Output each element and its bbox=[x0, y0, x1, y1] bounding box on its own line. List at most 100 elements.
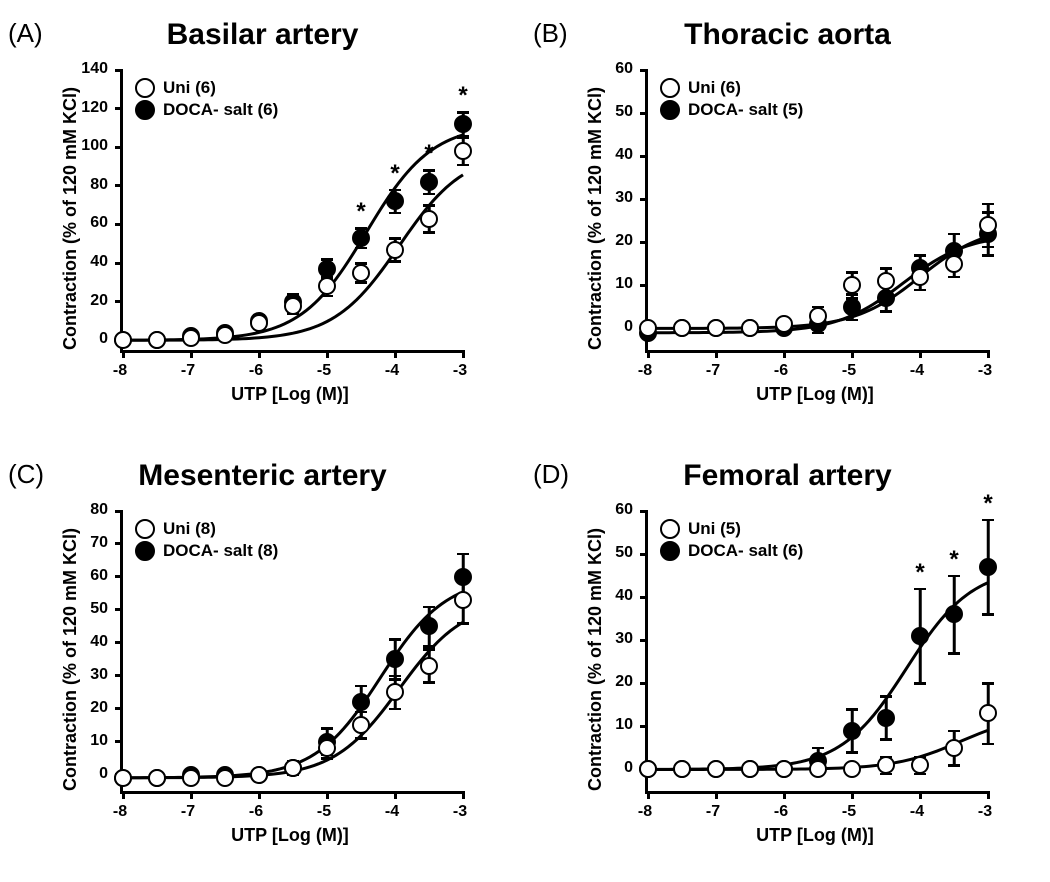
y-tick-label: 120 bbox=[78, 99, 108, 117]
data-point bbox=[877, 289, 895, 307]
data-point bbox=[979, 704, 997, 722]
data-point bbox=[386, 650, 404, 668]
y-tick-label: 60 bbox=[78, 214, 108, 232]
x-tick-label: -6 bbox=[244, 803, 268, 821]
data-point bbox=[673, 760, 691, 778]
data-point bbox=[454, 115, 472, 133]
x-tick-label: -6 bbox=[769, 362, 793, 380]
data-point bbox=[673, 319, 691, 337]
x-axis-label: UTP [Log (M)] bbox=[645, 384, 985, 405]
panel-title: Femoral artery bbox=[525, 459, 1050, 493]
series-line-Uni bbox=[123, 175, 463, 340]
data-point bbox=[775, 760, 793, 778]
significance-star: * bbox=[390, 160, 399, 188]
data-point bbox=[945, 605, 963, 623]
y-tick-label: 60 bbox=[603, 501, 633, 519]
y-tick-label: 50 bbox=[78, 600, 108, 618]
y-tick-label: 20 bbox=[78, 292, 108, 310]
data-point bbox=[114, 769, 132, 787]
data-point bbox=[945, 255, 963, 273]
data-point bbox=[182, 769, 200, 787]
y-tick-label: 30 bbox=[603, 630, 633, 648]
data-point bbox=[386, 683, 404, 701]
series-line-Uni bbox=[123, 622, 463, 778]
y-tick-label: 20 bbox=[78, 699, 108, 717]
y-tick-label: 0 bbox=[78, 765, 108, 783]
data-point bbox=[352, 693, 370, 711]
panel-D: (D)Femoral artery***0102030405060-8-7-6-… bbox=[525, 441, 1050, 882]
x-tick-label: -5 bbox=[837, 803, 861, 821]
data-point bbox=[945, 739, 963, 757]
y-tick-label: 50 bbox=[603, 103, 633, 121]
y-tick-label: 60 bbox=[603, 60, 633, 78]
y-tick-label: 10 bbox=[78, 732, 108, 750]
x-tick-label: -4 bbox=[905, 362, 929, 380]
data-point bbox=[386, 192, 404, 210]
x-tick-label: -8 bbox=[633, 803, 657, 821]
significance-star: * bbox=[983, 490, 992, 518]
significance-star: * bbox=[949, 546, 958, 574]
data-point bbox=[809, 760, 827, 778]
y-axis-label: Contraction (% of 120 mM KCl) bbox=[585, 528, 606, 791]
data-point bbox=[843, 298, 861, 316]
series-line-DOCA-salt bbox=[123, 592, 463, 778]
data-point bbox=[250, 314, 268, 332]
y-axis-label: Contraction (% of 120 mM KCl) bbox=[60, 87, 81, 350]
panel-B: (B)Thoracic aorta0102030405060-8-7-6-5-4… bbox=[525, 0, 1050, 441]
series-line-DOCA-salt bbox=[648, 583, 988, 770]
data-point bbox=[114, 331, 132, 349]
data-point bbox=[420, 617, 438, 635]
y-tick-label: 100 bbox=[78, 137, 108, 155]
data-point bbox=[420, 173, 438, 191]
x-tick-label: -7 bbox=[701, 362, 725, 380]
data-point bbox=[707, 319, 725, 337]
x-axis-label: UTP [Log (M)] bbox=[645, 825, 985, 846]
x-tick-label: -4 bbox=[905, 803, 929, 821]
y-tick-label: 140 bbox=[78, 60, 108, 78]
y-tick-label: 30 bbox=[78, 666, 108, 684]
data-point bbox=[877, 756, 895, 774]
data-point bbox=[843, 722, 861, 740]
data-point bbox=[216, 769, 234, 787]
data-point bbox=[216, 326, 234, 344]
y-tick-label: 0 bbox=[78, 330, 108, 348]
x-tick-label: -3 bbox=[973, 803, 997, 821]
data-point bbox=[352, 264, 370, 282]
x-tick-label: -8 bbox=[108, 362, 132, 380]
data-point bbox=[318, 277, 336, 295]
panel-title: Basilar artery bbox=[0, 18, 525, 52]
curve-layer bbox=[123, 511, 463, 791]
data-point bbox=[386, 241, 404, 259]
data-point bbox=[911, 627, 929, 645]
data-point bbox=[911, 756, 929, 774]
data-point bbox=[911, 268, 929, 286]
x-tick-label: -5 bbox=[312, 803, 336, 821]
x-axis-label: UTP [Log (M)] bbox=[120, 825, 460, 846]
y-tick-label: 50 bbox=[603, 544, 633, 562]
x-tick-label: -5 bbox=[837, 362, 861, 380]
data-point bbox=[182, 329, 200, 347]
panel-title: Thoracic aorta bbox=[525, 18, 1050, 52]
data-point bbox=[775, 315, 793, 333]
y-tick-label: 60 bbox=[78, 567, 108, 585]
data-point bbox=[454, 591, 472, 609]
y-tick-label: 40 bbox=[78, 253, 108, 271]
y-axis-label: Contraction (% of 120 mM KCl) bbox=[585, 87, 606, 350]
data-point bbox=[843, 760, 861, 778]
x-tick-label: -4 bbox=[380, 362, 404, 380]
y-tick-label: 80 bbox=[78, 176, 108, 194]
x-axis-label: UTP [Log (M)] bbox=[120, 384, 460, 405]
data-point bbox=[979, 216, 997, 234]
data-point bbox=[639, 319, 657, 337]
data-point bbox=[741, 760, 759, 778]
y-tick-label: 20 bbox=[603, 673, 633, 691]
significance-star: * bbox=[458, 82, 467, 110]
data-point bbox=[454, 142, 472, 160]
x-tick-label: -3 bbox=[448, 803, 472, 821]
plot-area: *** bbox=[645, 511, 988, 794]
data-point bbox=[250, 766, 268, 784]
data-point bbox=[639, 760, 657, 778]
data-point bbox=[148, 769, 166, 787]
y-tick-label: 30 bbox=[603, 189, 633, 207]
y-tick-label: 0 bbox=[603, 759, 633, 777]
